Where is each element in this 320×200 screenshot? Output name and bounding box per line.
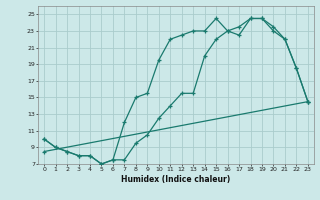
X-axis label: Humidex (Indice chaleur): Humidex (Indice chaleur) — [121, 175, 231, 184]
